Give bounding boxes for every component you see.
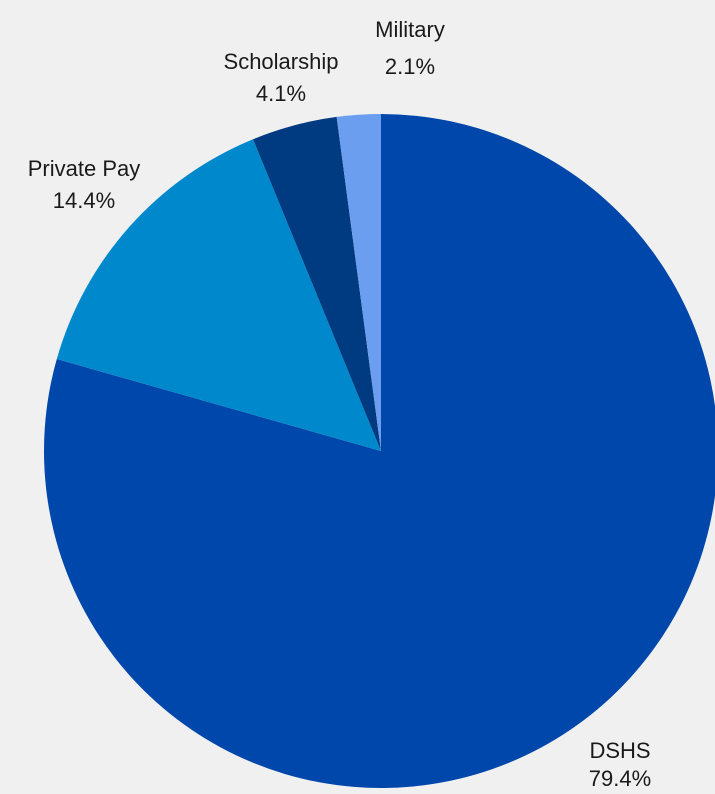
slice-label-value: 79.4% [589,766,651,791]
pie-slice-private-pay [56,139,382,451]
pie-slices [44,114,715,788]
slice-label-name: DSHS [589,738,650,763]
slice-label-name: Private Pay [28,156,141,181]
pie-slice-scholarship [253,116,381,452]
slice-label-value: 2.1% [385,54,435,79]
slice-label: DSHS 79.4% [589,738,651,791]
slice-label-name: Scholarship [224,49,339,74]
slice-label-name: Military [375,17,445,42]
slice-label-value: 4.1% [256,81,306,106]
slice-label: Military 2.1% [375,17,445,79]
slice-label: Private Pay 14.4% [28,156,141,213]
pie-slice-military [336,114,381,451]
slice-label: Scholarship 4.1% [224,49,339,106]
pie-labels: DSHS 79.4% Private Pay 14.4% Scholarship 4.1%… [28,17,651,791]
pie-slice-dshs [44,114,715,788]
slice-label-value: 14.4% [53,188,115,213]
